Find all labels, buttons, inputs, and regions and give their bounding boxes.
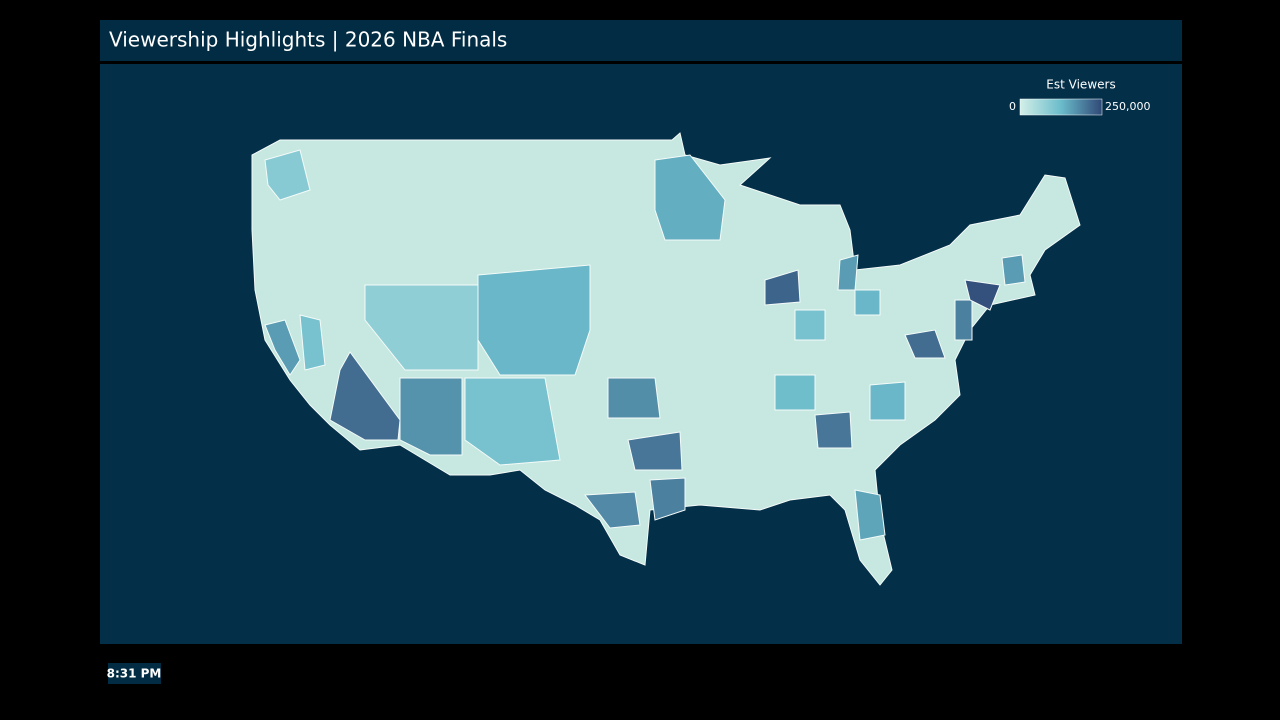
region[interactable] [794,309,826,341]
region[interactable] [364,284,479,371]
region[interactable] [299,314,326,371]
region[interactable] [264,319,301,376]
region[interactable] [654,154,726,241]
region[interactable] [607,377,661,419]
land [251,132,1081,586]
legend-ramp [1019,98,1103,116]
region[interactable] [869,381,906,421]
region[interactable] [627,431,683,471]
legend-min: 0 [1009,100,1016,113]
region[interactable] [954,299,973,341]
time: 8:31 PM [107,667,162,681]
time-badge [108,663,161,684]
region[interactable] [464,377,561,466]
region[interactable] [764,269,801,306]
region[interactable] [814,411,853,449]
region[interactable] [399,377,463,456]
title: Viewership Highlights | 2026 NBA Finals [109,28,507,52]
region[interactable] [964,279,1001,311]
region[interactable] [837,254,859,291]
legend-max: 250,000 [1105,100,1151,113]
region[interactable] [584,491,641,529]
legend-title: Est Viewers [1046,78,1115,92]
region[interactable] [477,264,591,376]
region[interactable] [329,351,401,441]
region[interactable] [854,289,881,316]
region[interactable] [774,374,816,411]
header-bar [100,20,1182,61]
region[interactable] [854,489,886,541]
region[interactable] [904,329,946,359]
region[interactable] [264,149,311,201]
region[interactable] [649,477,686,521]
region[interactable] [1001,254,1026,286]
